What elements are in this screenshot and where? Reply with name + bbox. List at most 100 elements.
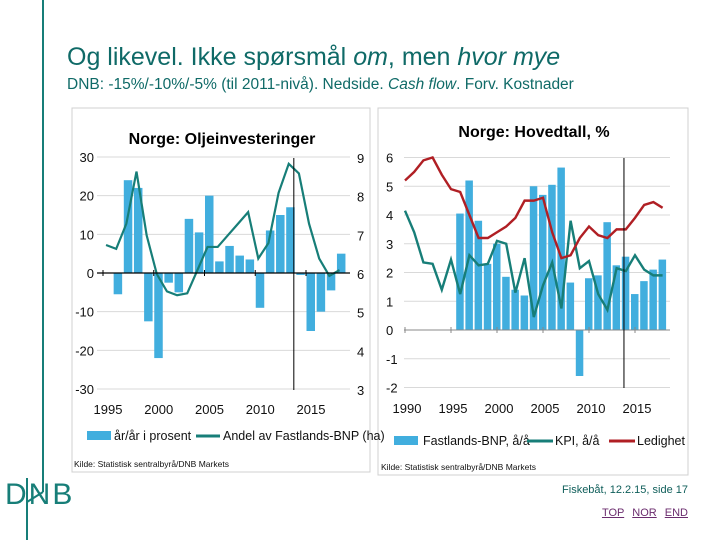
bar bbox=[566, 282, 575, 330]
y-tick-label: 3 bbox=[386, 237, 393, 252]
bar bbox=[594, 275, 602, 330]
bar bbox=[225, 245, 234, 273]
bar bbox=[649, 269, 657, 330]
bar bbox=[612, 265, 621, 330]
nav-links: TOP NOR END bbox=[597, 507, 688, 519]
bar bbox=[336, 253, 346, 273]
subtitle-text: . Forv. Kostnader bbox=[456, 76, 574, 93]
bar bbox=[557, 167, 565, 330]
bar bbox=[296, 273, 305, 275]
nav-link-top[interactable]: TOP bbox=[601, 507, 625, 519]
bar bbox=[502, 276, 510, 330]
y-left-tick-label: -30 bbox=[75, 382, 94, 397]
bar bbox=[575, 330, 584, 376]
bar bbox=[133, 187, 143, 273]
legend-label: Fastlands-BNP, å/å bbox=[423, 434, 530, 448]
line-series-kpi bbox=[403, 210, 663, 318]
x-tick-label: 1995 bbox=[94, 402, 123, 417]
x-tick-label: 1990 bbox=[393, 401, 422, 416]
subtitle-text: DNB: -15%/-10%/-5% (til 2011-nivå). Neds… bbox=[67, 76, 389, 93]
y-tick-label: 5 bbox=[386, 179, 393, 194]
bar bbox=[585, 278, 593, 330]
title-italic: hvor mye bbox=[457, 43, 561, 71]
y-left-tick-label: 10 bbox=[80, 227, 94, 242]
bar bbox=[215, 261, 224, 273]
y-right-tick-label: 5 bbox=[357, 306, 364, 321]
right-chart-source: Kilde: Statistisk sentralbyrå/DNB Market… bbox=[381, 462, 536, 472]
slide-footer: Fiskebåt, 12.2.15, side 17 bbox=[562, 484, 688, 496]
bar bbox=[286, 207, 295, 273]
y-tick-label: 0 bbox=[386, 323, 393, 338]
bar bbox=[123, 180, 133, 273]
legend-swatch-bar bbox=[394, 436, 418, 445]
bar bbox=[539, 194, 547, 330]
slide-title: Og likevel. Ikke spørsmål om, men hvor m… bbox=[67, 43, 560, 72]
bar bbox=[164, 273, 173, 283]
bar bbox=[511, 289, 519, 330]
bar bbox=[474, 220, 483, 330]
bar bbox=[640, 281, 648, 330]
bar bbox=[276, 215, 285, 273]
x-tick-label: 2010 bbox=[577, 401, 606, 416]
dnb-logo: DNB bbox=[5, 0, 72, 540]
legend-swatch-bar bbox=[87, 431, 111, 440]
bar bbox=[548, 184, 556, 330]
bar bbox=[483, 263, 492, 330]
bar bbox=[174, 273, 184, 293]
bar bbox=[529, 186, 538, 330]
bar bbox=[621, 256, 630, 330]
bar bbox=[265, 230, 275, 273]
legend-label: KPI, å/å bbox=[555, 434, 600, 448]
x-tick-label: 2005 bbox=[195, 402, 224, 417]
bar bbox=[255, 273, 265, 308]
line-series-andel bbox=[105, 161, 341, 297]
bar bbox=[493, 243, 501, 330]
y-right-tick-label: 4 bbox=[357, 344, 364, 359]
y-tick-label: -2 bbox=[386, 381, 398, 396]
y-left-tick-label: 30 bbox=[80, 150, 94, 165]
nav-link-nor[interactable]: NOR bbox=[632, 507, 657, 519]
y-tick-label: -1 bbox=[386, 352, 398, 367]
bar bbox=[456, 213, 464, 330]
y-left-tick-label: -10 bbox=[75, 305, 94, 320]
y-right-tick-label: 6 bbox=[357, 267, 364, 282]
left-chart-source: Kilde: Statistisk sentralbyrå/DNB Market… bbox=[74, 459, 229, 469]
y-tick-label: 4 bbox=[386, 208, 393, 223]
x-tick-label: 2015 bbox=[297, 402, 326, 417]
x-tick-label: 2000 bbox=[485, 401, 514, 416]
y-right-tick-label: 3 bbox=[357, 383, 364, 398]
y-left-tick-label: -20 bbox=[75, 343, 94, 358]
line-series-ledighet bbox=[404, 156, 664, 260]
legend-label: Ledighet bbox=[637, 434, 685, 448]
title-text: Og likevel. Ikke spørsmål bbox=[67, 43, 354, 71]
bar bbox=[631, 294, 639, 330]
legend-label: Andel av Fastlands-BNP (ha) bbox=[223, 429, 385, 443]
y-tick-label: 1 bbox=[386, 294, 393, 309]
x-tick-label: 2015 bbox=[623, 401, 652, 416]
bar bbox=[306, 273, 315, 331]
subtitle-italic: Cash flow bbox=[388, 76, 457, 93]
bar bbox=[184, 218, 194, 273]
title-italic: om bbox=[353, 43, 388, 71]
bar bbox=[316, 273, 326, 312]
title-text: , men bbox=[387, 43, 458, 71]
y-right-tick-label: 7 bbox=[357, 228, 364, 243]
x-tick-label: 1995 bbox=[439, 401, 468, 416]
y-tick-label: 6 bbox=[386, 151, 393, 166]
bar bbox=[603, 222, 611, 330]
x-tick-label: 2010 bbox=[246, 402, 275, 417]
y-left-tick-label: 0 bbox=[87, 266, 94, 281]
nav-link-end[interactable]: END bbox=[664, 507, 688, 519]
right-chart-title: Norge: Hovedtall, % bbox=[458, 124, 609, 141]
bar bbox=[154, 273, 163, 359]
x-tick-label: 2000 bbox=[144, 402, 173, 417]
y-left-tick-label: 20 bbox=[80, 189, 94, 204]
bar bbox=[520, 295, 529, 330]
bar bbox=[658, 259, 667, 330]
x-tick-label: 2005 bbox=[531, 401, 560, 416]
bar bbox=[144, 273, 153, 322]
bar bbox=[245, 259, 255, 273]
slide-subtitle: DNB: -15%/-10%/-5% (til 2011-nivå). Neds… bbox=[67, 76, 574, 94]
y-right-tick-label: 8 bbox=[357, 190, 364, 205]
